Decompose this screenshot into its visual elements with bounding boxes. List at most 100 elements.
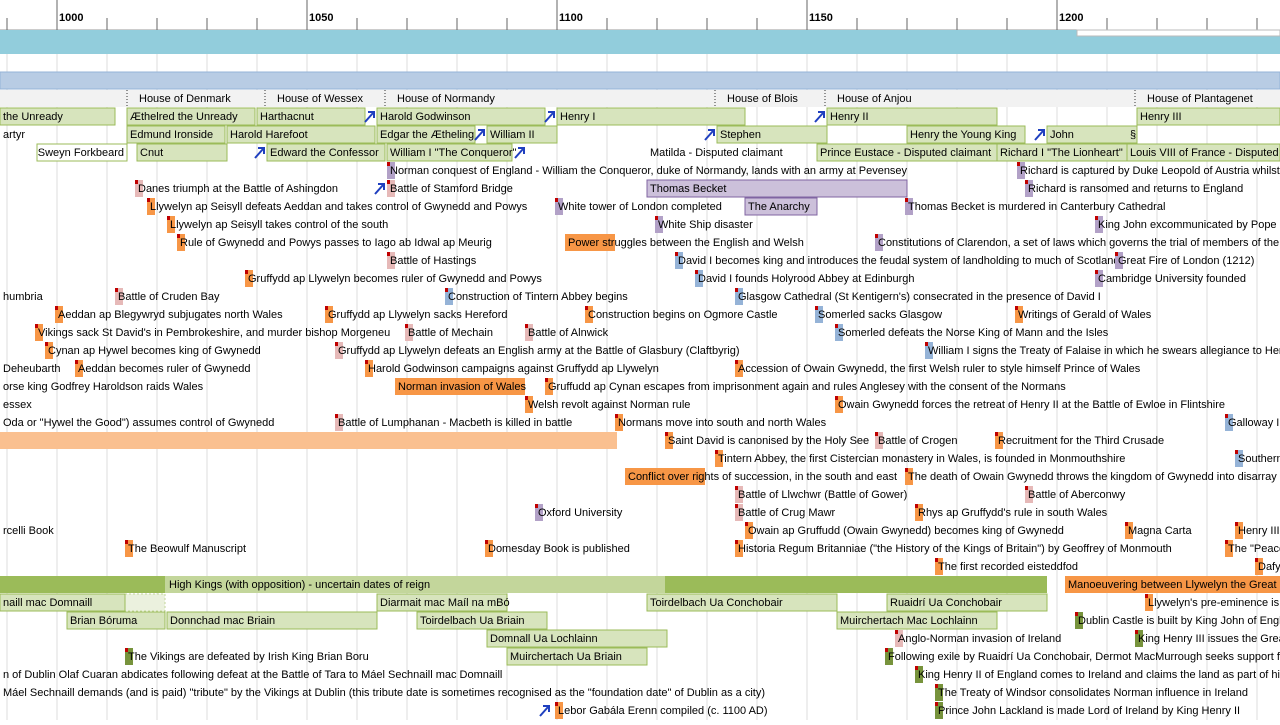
event-marker — [905, 198, 913, 215]
event-flag — [1015, 306, 1018, 310]
event-label: Tintern Abbey, the first Cistercian mona… — [718, 453, 1125, 465]
event-flag — [875, 432, 878, 436]
event-flag — [485, 540, 488, 544]
link-arrow[interactable] — [364, 111, 375, 123]
event-marker — [935, 684, 943, 701]
event-label: Danes triumph at the Battle of Ashingdon — [138, 183, 338, 195]
event-label: King Henry III issues the Grea — [1138, 633, 1280, 645]
link-arrow[interactable] — [474, 129, 485, 141]
link-arrow[interactable] — [514, 147, 525, 159]
event-label: White tower of London completed — [558, 201, 722, 213]
event-label: Normans move into south and north Wales — [618, 417, 827, 429]
reign-label: Richard I "The Lionheart" — [1000, 147, 1123, 159]
event-marker — [935, 702, 943, 719]
link-arrow[interactable] — [254, 147, 265, 159]
event-flag — [905, 198, 908, 202]
period-box — [486, 125, 558, 144]
ruler — [0, 0, 1280, 30]
event-marker — [525, 396, 533, 413]
event-label: William I signs the Treaty of Falaise in… — [928, 345, 1280, 357]
event-label: Gruffydd ap Llywelyn becomes ruler of Gw… — [248, 273, 542, 285]
event-marker — [995, 432, 1003, 449]
event-label: Aeddan ap Blegywryd subjugates north Wal… — [58, 309, 283, 321]
period-box — [166, 611, 378, 630]
event-label: Conflict over rights of succession, in t… — [628, 471, 897, 483]
event-label: Rule of Gwynedd and Powys passes to Iago… — [180, 237, 492, 249]
event-marker — [245, 270, 253, 287]
event-marker — [695, 270, 703, 287]
event-flag — [115, 288, 118, 292]
reign-label: Henry III — [1140, 111, 1182, 123]
event-flag — [885, 648, 888, 652]
event-flag — [1235, 450, 1238, 454]
period-box — [906, 125, 1026, 144]
event-flag — [405, 324, 408, 328]
link-arrow[interactable] — [814, 111, 825, 123]
event-label: King Henry II of England comes to Irelan… — [918, 669, 1280, 681]
event-label: Battle of Aberconwy — [1028, 489, 1126, 501]
reign-label: Domnall Ua Lochlainn — [490, 633, 598, 645]
event-flag — [75, 360, 78, 364]
header-box — [127, 90, 265, 107]
event-marker — [885, 648, 893, 665]
event-flag — [915, 666, 918, 670]
reign-label: Harthacnut — [260, 111, 314, 123]
event-marker — [387, 252, 395, 269]
event-flag — [615, 414, 618, 418]
event-marker — [167, 216, 175, 233]
event-marker — [875, 432, 883, 449]
event-label: Saint David is canonised by the Holy See — [668, 435, 869, 447]
event-marker — [1135, 630, 1143, 647]
event-flag — [935, 684, 938, 688]
period-box — [226, 125, 376, 144]
link-arrow[interactable] — [1034, 129, 1045, 141]
event-marker — [555, 702, 563, 719]
house-label: House of Anjou — [837, 93, 912, 105]
event-flag — [1095, 270, 1098, 274]
house-label: House of Blois — [727, 93, 798, 105]
period-box — [0, 107, 116, 126]
event-label: Southern — [1238, 453, 1280, 465]
period-bar — [625, 468, 705, 485]
event-label: Dafy — [1258, 561, 1280, 573]
event-label: High Kings (with opposition) - uncertain… — [169, 579, 430, 591]
event-label: Manoeuvering between Llywelyn the Great — [1068, 579, 1277, 591]
link-arrow[interactable] — [544, 111, 555, 123]
event-label: David I founds Holyrood Abbey at Edinbur… — [698, 273, 914, 285]
event-label: Máel Sechnaill demands (and is paid) "tr… — [3, 687, 765, 699]
event-flag — [45, 342, 48, 346]
link-arrow[interactable] — [374, 183, 385, 195]
event-marker — [405, 324, 413, 341]
period-bar — [646, 179, 908, 198]
event-flag — [177, 234, 180, 238]
event-label: Norman invasion of Wales — [398, 381, 526, 393]
event-label: Battle of Stamford Bridge — [390, 183, 513, 195]
event-marker — [815, 306, 823, 323]
event-label: Great Fire of London (1212) — [1118, 255, 1254, 267]
event-label: Vikings sack St David's in Pembrokeshire… — [38, 327, 390, 339]
event-label: Llywelyn's pre-eminence is — [1148, 597, 1280, 609]
event-marker — [365, 360, 373, 377]
event-label: David I becomes king and introduces the … — [678, 255, 1119, 267]
header-box — [715, 90, 825, 107]
event-marker — [387, 162, 395, 179]
reign-label: Stephen — [720, 129, 761, 141]
event-flag — [167, 216, 170, 220]
event-marker — [895, 630, 903, 647]
event-flag — [325, 306, 328, 310]
event-marker — [835, 396, 843, 413]
reign-label: Henry II — [830, 111, 869, 123]
link-arrow[interactable] — [704, 129, 715, 141]
event-marker — [735, 360, 743, 377]
event-flag — [387, 180, 390, 184]
link-arrow[interactable] — [539, 705, 550, 717]
event-label: Anglo-Norman invasion of Ireland — [898, 633, 1061, 645]
year-label: 1150 — [809, 12, 833, 24]
event-marker — [715, 450, 723, 467]
period-box — [886, 593, 1048, 612]
event-flag — [995, 432, 998, 436]
reign-label: Louis VIII of France - Disputed c — [1130, 147, 1280, 159]
header-box — [0, 90, 127, 107]
event-flag — [835, 324, 838, 328]
